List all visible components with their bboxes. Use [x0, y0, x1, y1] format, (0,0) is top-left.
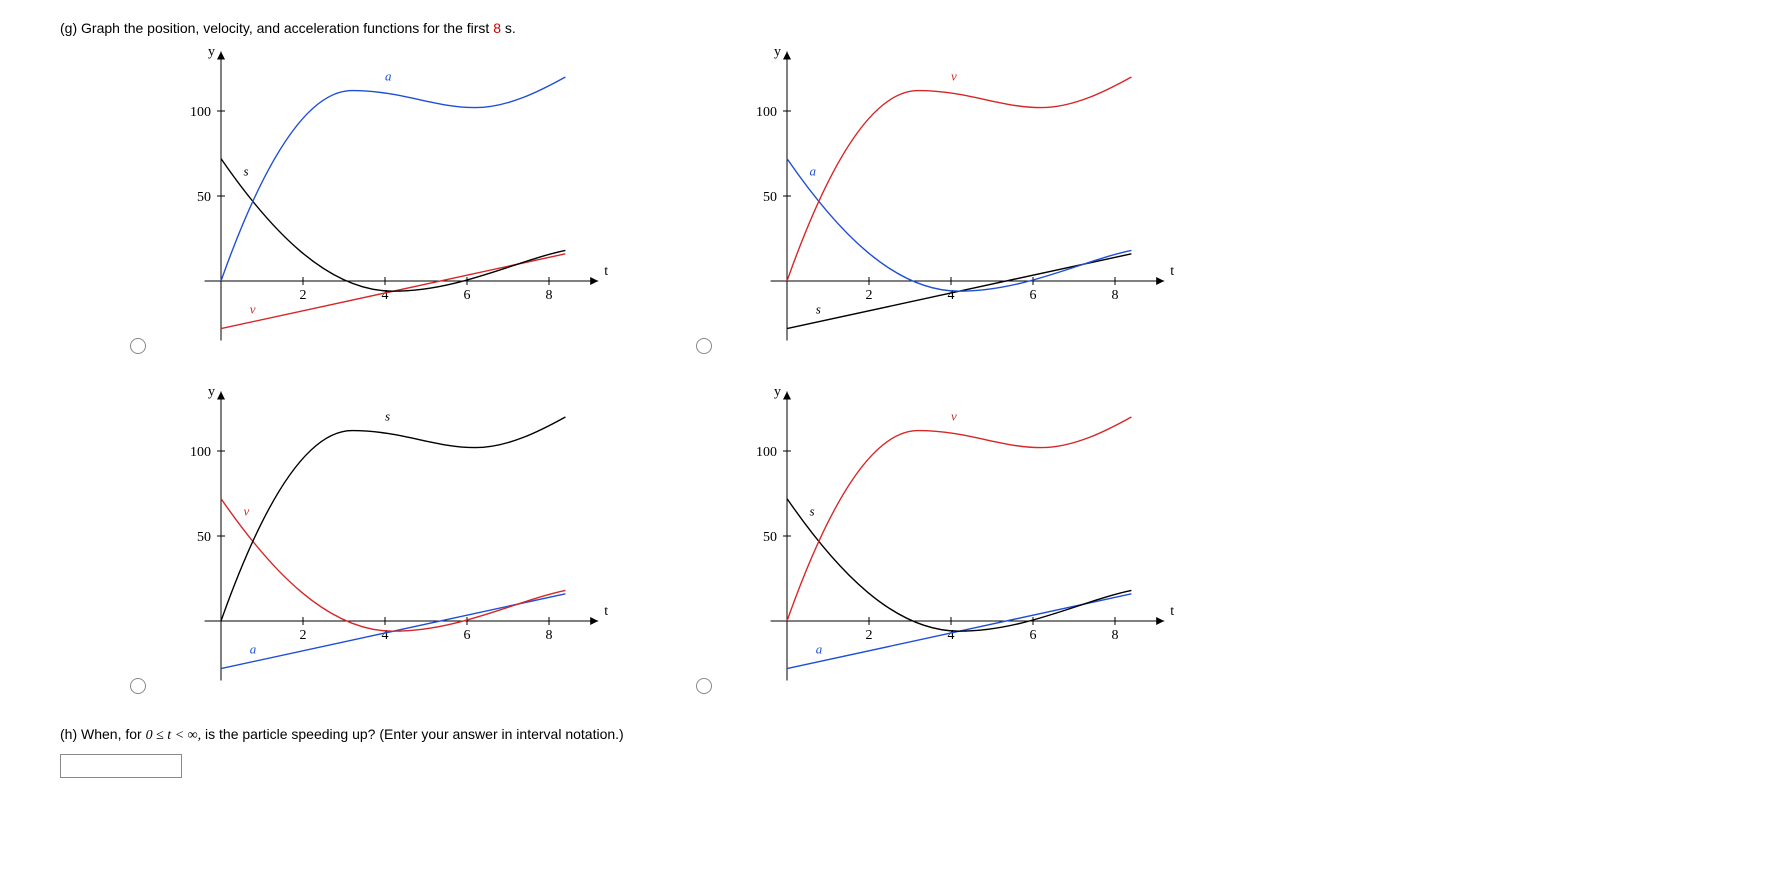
svg-text:y: y — [774, 46, 781, 60]
svg-text:v: v — [250, 301, 256, 316]
answer-input[interactable] — [60, 754, 182, 778]
radio-4[interactable] — [696, 678, 712, 694]
radio-1[interactable] — [130, 338, 146, 354]
chart-3: 246850100tyavs — [156, 386, 616, 696]
part-g-highlight: 8 — [493, 20, 501, 36]
svg-text:50: 50 — [763, 190, 777, 205]
svg-text:100: 100 — [190, 105, 211, 120]
part-h-cond-lhs: 0 ≤ t < ∞, — [146, 728, 202, 743]
svg-text:6: 6 — [1030, 288, 1037, 303]
svg-text:2: 2 — [866, 628, 873, 643]
svg-text:s: s — [816, 301, 821, 316]
svg-text:50: 50 — [763, 530, 777, 545]
svg-text:6: 6 — [464, 628, 471, 643]
svg-text:t: t — [1170, 264, 1174, 279]
svg-text:s: s — [385, 408, 390, 423]
svg-text:100: 100 — [756, 105, 777, 120]
svg-text:v: v — [244, 504, 250, 519]
chart-option-3[interactable]: 246850100tyavs — [130, 386, 616, 696]
part-h-prompt: (h) When, for 0 ≤ t < ∞, is the particle… — [60, 726, 1711, 744]
chart-1: 246850100tyvsa — [156, 46, 616, 356]
part-g-suffix: s. — [501, 20, 516, 36]
svg-text:t: t — [604, 604, 608, 619]
svg-text:v: v — [951, 408, 957, 423]
part-h-prefix: When, for — [81, 726, 146, 742]
svg-text:2: 2 — [866, 288, 873, 303]
part-g-label: (g) — [60, 20, 77, 36]
svg-text:8: 8 — [546, 628, 553, 643]
svg-text:8: 8 — [1112, 628, 1119, 643]
svg-text:y: y — [208, 46, 215, 60]
svg-text:100: 100 — [190, 445, 211, 460]
svg-text:2: 2 — [300, 288, 307, 303]
svg-text:y: y — [208, 386, 215, 400]
chart-option-1[interactable]: 246850100tyvsa — [130, 46, 616, 356]
svg-text:2: 2 — [300, 628, 307, 643]
svg-text:100: 100 — [756, 445, 777, 460]
svg-text:6: 6 — [464, 288, 471, 303]
svg-text:50: 50 — [197, 530, 211, 545]
chart-option-2[interactable]: 246850100tysav — [696, 46, 1182, 356]
svg-text:v: v — [951, 68, 957, 83]
radio-3[interactable] — [130, 678, 146, 694]
part-g-prompt: (g) Graph the position, velocity, and ac… — [60, 20, 1711, 36]
svg-text:t: t — [1170, 604, 1174, 619]
part-g-text: Graph the position, velocity, and accele… — [81, 20, 493, 36]
svg-text:s: s — [244, 164, 249, 179]
chart-option-4[interactable]: 246850100tyasv — [696, 386, 1182, 696]
charts-grid: 246850100tyvsa 246850100tysav 246850100t… — [130, 46, 1182, 696]
svg-text:t: t — [604, 264, 608, 279]
svg-text:8: 8 — [546, 288, 553, 303]
chart-2: 246850100tysav — [722, 46, 1182, 356]
chart-4: 246850100tyasv — [722, 386, 1182, 696]
part-h-suffix: is the particle speeding up? (Enter your… — [201, 726, 624, 742]
svg-text:8: 8 — [1112, 288, 1119, 303]
svg-text:a: a — [250, 641, 257, 656]
svg-text:a: a — [810, 164, 817, 179]
svg-text:y: y — [774, 386, 781, 400]
svg-text:6: 6 — [1030, 628, 1037, 643]
svg-text:a: a — [816, 641, 823, 656]
part-h-label: (h) — [60, 726, 77, 742]
svg-text:s: s — [810, 504, 815, 519]
svg-text:50: 50 — [197, 190, 211, 205]
radio-2[interactable] — [696, 338, 712, 354]
svg-text:a: a — [385, 68, 392, 83]
